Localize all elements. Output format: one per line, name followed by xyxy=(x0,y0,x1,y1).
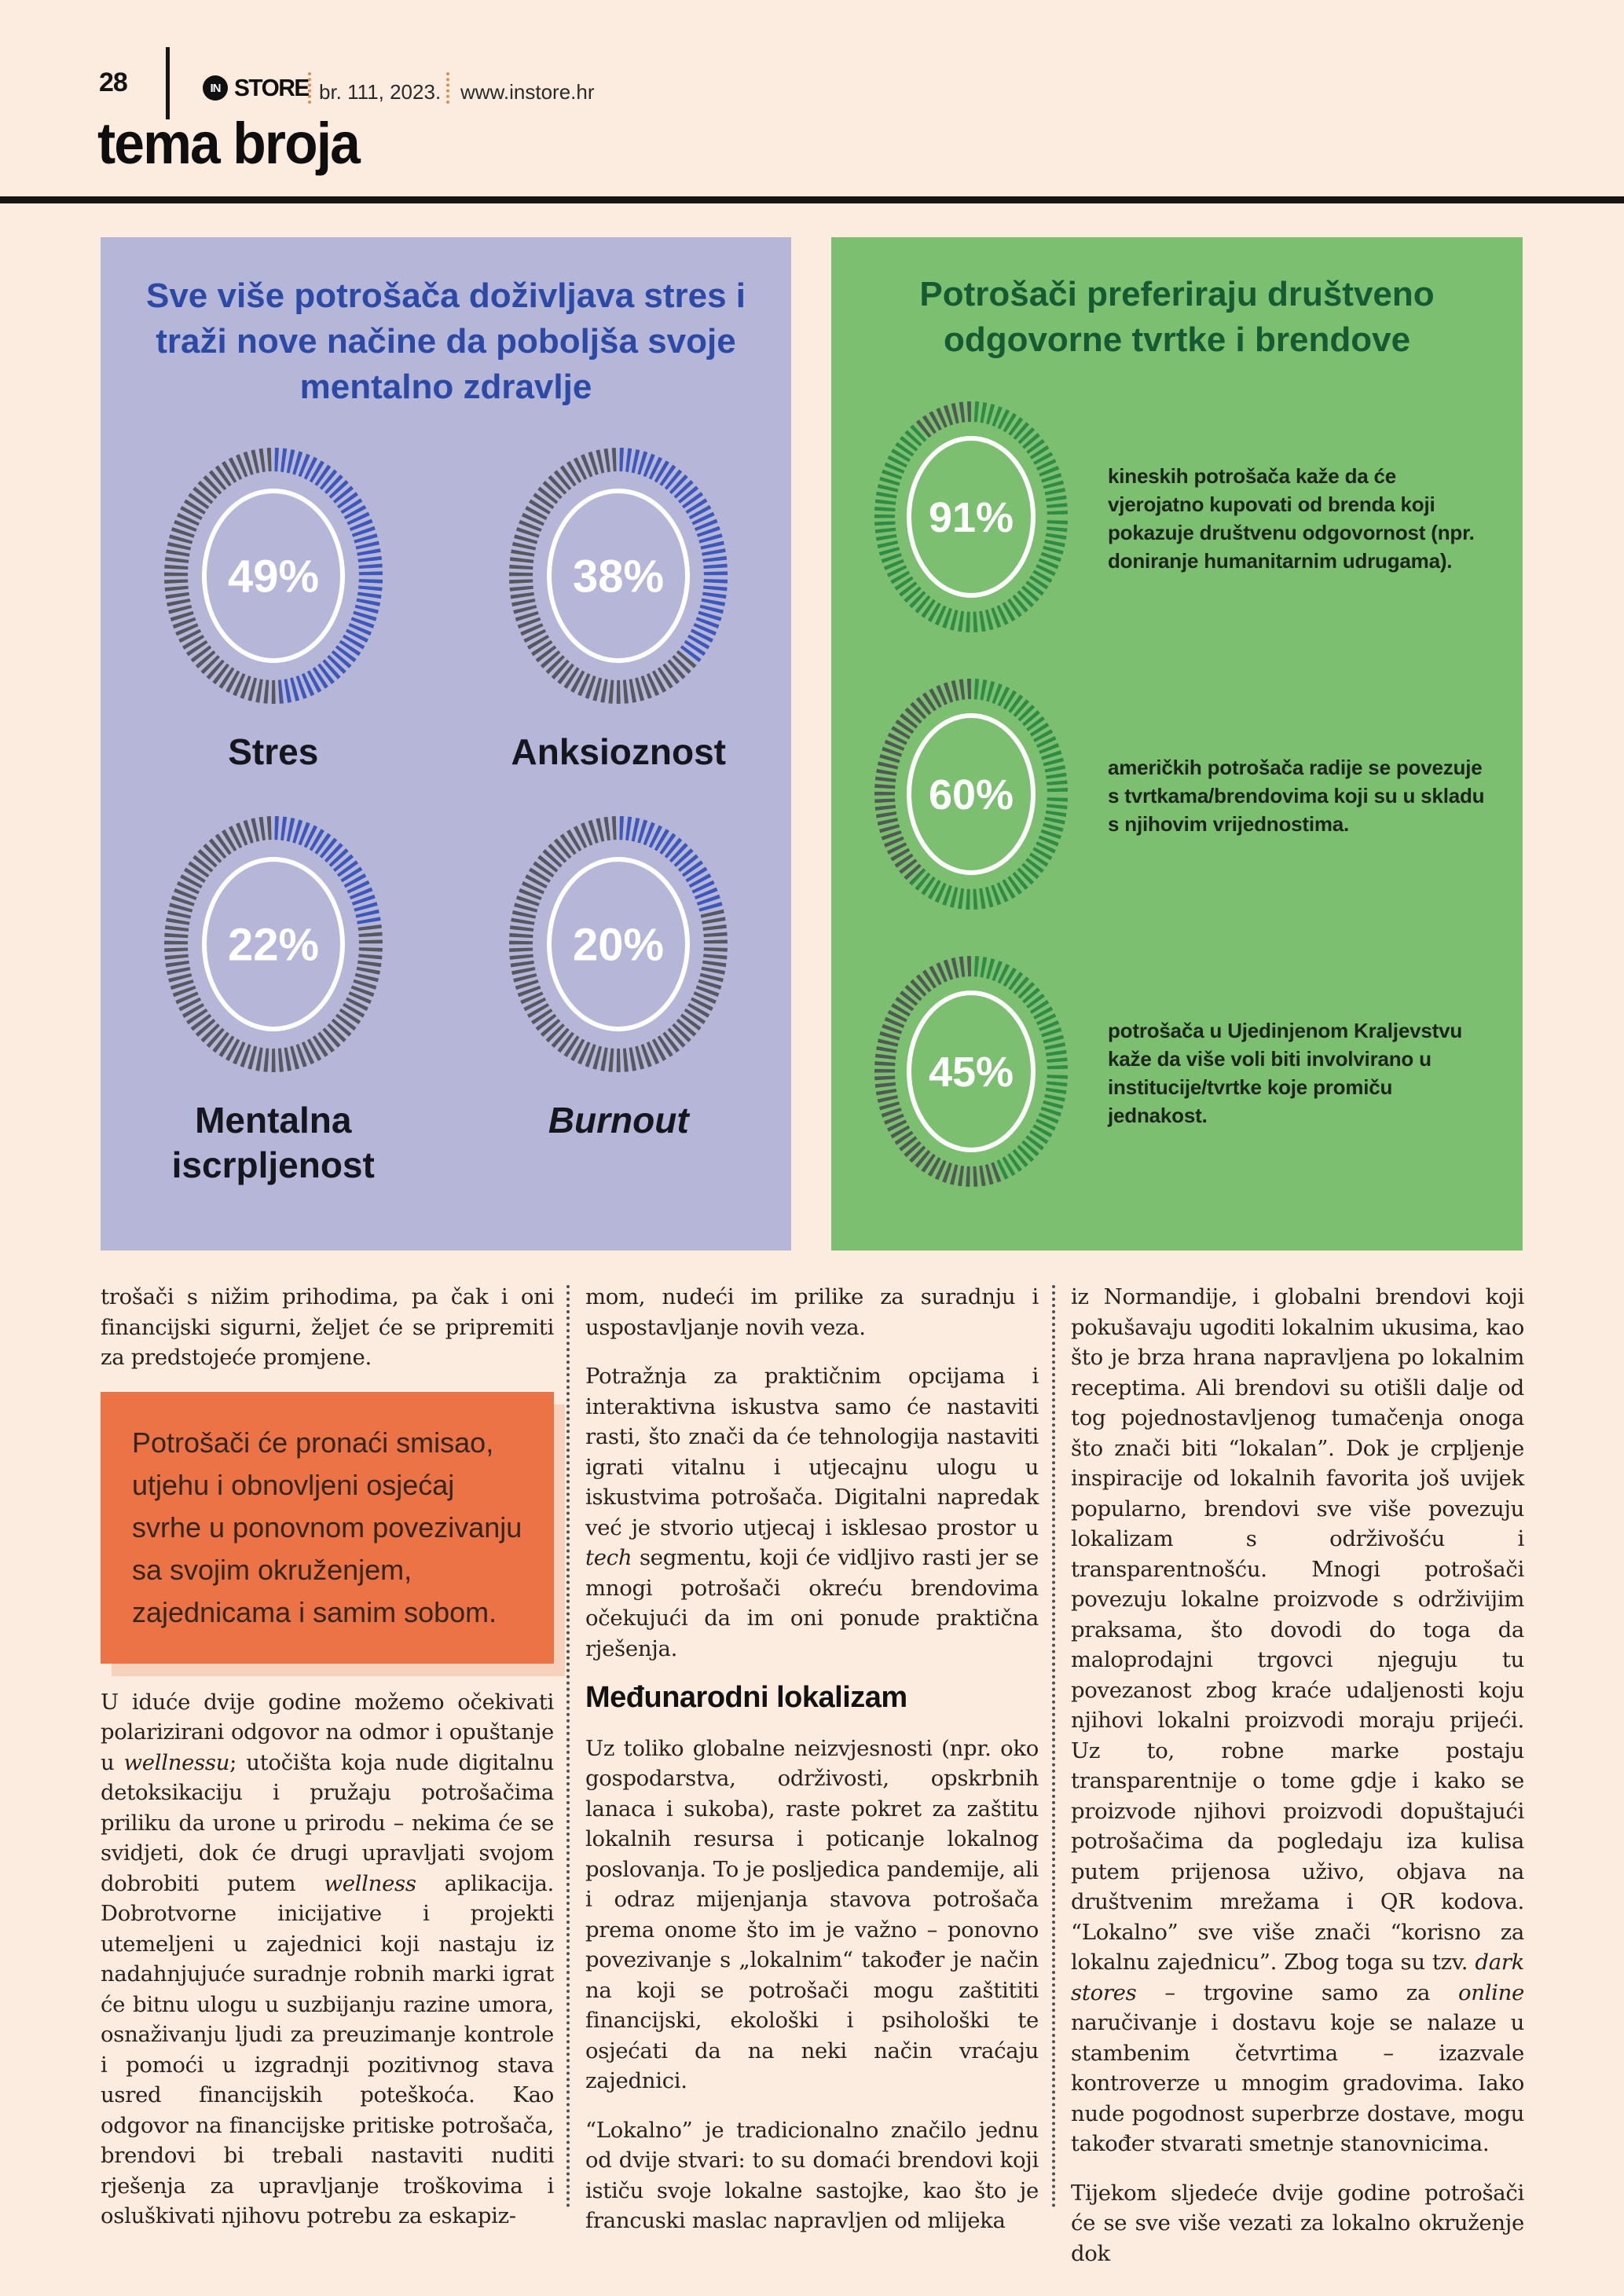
paragraph: U iduće dvije godine možemo očekivati po… xyxy=(101,1689,554,2229)
donut-label: Anksioznost xyxy=(511,731,726,773)
donut-cell-stres: 49% Stres xyxy=(157,434,390,775)
header-dotted-separator xyxy=(308,72,311,104)
donut-chart-svg: 20% xyxy=(506,812,731,1075)
donut-cell-anksioznost: 38% Anksioznost xyxy=(502,434,735,775)
paragraph: Potražnja za praktičnim opcijama i inter… xyxy=(585,1364,1039,1661)
paragraph: mom, nudeći im prilike za suradnju i usp… xyxy=(585,1284,1039,1340)
donut-cell-burnout: 20% Burnout xyxy=(502,802,735,1188)
donut-label: Stres xyxy=(228,731,319,773)
column-separator xyxy=(566,1285,570,2208)
donut-chart-mentalna-iscrpljenost: 22% xyxy=(157,802,390,1090)
donut-chart-anksioznost: 38% xyxy=(502,434,735,722)
stat-row-60: 60% američkih potrošača radije se povezu… xyxy=(831,657,1523,935)
stress-infographic-panel: Sve više potrošača doživljava stres i tr… xyxy=(101,237,791,1251)
header-divider xyxy=(166,47,170,119)
paragraph: iz Normandije, i globalni brendovi koji … xyxy=(1071,1284,1524,2156)
stat-row-91: 91% kineskih potrošača kaže da će vjeroj… xyxy=(831,380,1523,657)
column-separator xyxy=(1052,1285,1055,2208)
panel-title: Potrošači preferiraju društveno odgovorn… xyxy=(919,275,1435,360)
article-column-2: mom, nudeći im prilike za suradnju i usp… xyxy=(585,1282,1039,2255)
paragraph: Tijekom sljedeće dvije godine potrošači … xyxy=(1071,2180,1524,2266)
panel-title: Sve više potrošača doživljava stres i tr… xyxy=(145,276,746,407)
donut-chart-45: 45% xyxy=(866,942,1076,1205)
donut-chart-svg: 45% xyxy=(871,953,1071,1191)
stat-text: američkih potrošača radije se povezuje s… xyxy=(1108,755,1485,836)
magazine-logo: IN STORE xyxy=(203,74,312,102)
magazine-name: STORE xyxy=(234,74,310,101)
subheading-medunarodni-lokalizam: Međunarodni lokalizam xyxy=(585,1681,907,1714)
svg-text:91%: 91% xyxy=(929,494,1014,541)
svg-text:38%: 38% xyxy=(573,551,664,602)
donut-chart-60: 60% xyxy=(866,665,1076,928)
donut-chart-svg: 49% xyxy=(160,445,386,708)
donut-label: Mentalna iscrpljenost xyxy=(171,1099,375,1186)
donut-chart-svg: 91% xyxy=(871,398,1071,636)
callout-box: Potrošači će pronaći smisao, utjehu i ob… xyxy=(101,1391,554,1664)
donut-label: Burnout xyxy=(548,1099,689,1141)
header-rule xyxy=(0,196,1624,203)
section-title: tema broja xyxy=(97,111,361,176)
donut-grid: 49% Stres 38% Anksioznost 22% Mentalna i… xyxy=(101,434,791,1188)
page-number: 28 xyxy=(99,68,128,97)
paragraph: trošači s nižim prihodima, pa čak i oni … xyxy=(101,1284,554,1370)
donut-chart-svg: 38% xyxy=(506,445,731,708)
donut-chart-svg: 60% xyxy=(871,676,1071,914)
stat-rows: 91% kineskih potrošača kaže da će vjeroj… xyxy=(831,380,1523,1212)
donut-chart-stres: 49% xyxy=(157,434,390,722)
svg-text:49%: 49% xyxy=(228,551,319,602)
donut-cell-mentalna-iscrpljenost: 22% Mentalna iscrpljenost xyxy=(148,802,399,1188)
donut-chart-svg: 22% xyxy=(160,812,386,1075)
instore-logo-icon: IN xyxy=(203,75,228,101)
paragraph: “Lokalno” je tradicionalno značilo jednu… xyxy=(585,2117,1039,2234)
csr-infographic-panel: Potrošači preferiraju društveno odgovorn… xyxy=(831,237,1523,1251)
donut-chart-burnout: 20% xyxy=(502,802,735,1090)
svg-text:22%: 22% xyxy=(228,919,319,970)
svg-text:45%: 45% xyxy=(929,1049,1014,1096)
stat-row-45: 45% potrošača u Ujedinjenom Kraljevstvu … xyxy=(831,935,1523,1212)
header-dotted-separator xyxy=(446,72,449,104)
stat-text: kineskih potrošača kaže da će vjerojatno… xyxy=(1108,463,1475,573)
svg-text:20%: 20% xyxy=(573,919,664,970)
paragraph: Uz toliko globalne neizvjesnosti (npr. o… xyxy=(585,1735,1039,2094)
donut-chart-91: 91% xyxy=(866,387,1076,650)
issue-number: br. 111, 2023. xyxy=(319,80,442,104)
website-url: www.instore.hr xyxy=(460,80,595,104)
stat-text: potrošača u Ujedinjenom Kraljevstvu kaže… xyxy=(1108,1018,1463,1127)
svg-text:60%: 60% xyxy=(929,771,1014,818)
article-column-3: iz Normandije, i globalni brendovi koji … xyxy=(1071,1282,1524,2287)
article-column-1: trošači s nižim prihodima, pa čak i oni … xyxy=(101,1282,554,2250)
